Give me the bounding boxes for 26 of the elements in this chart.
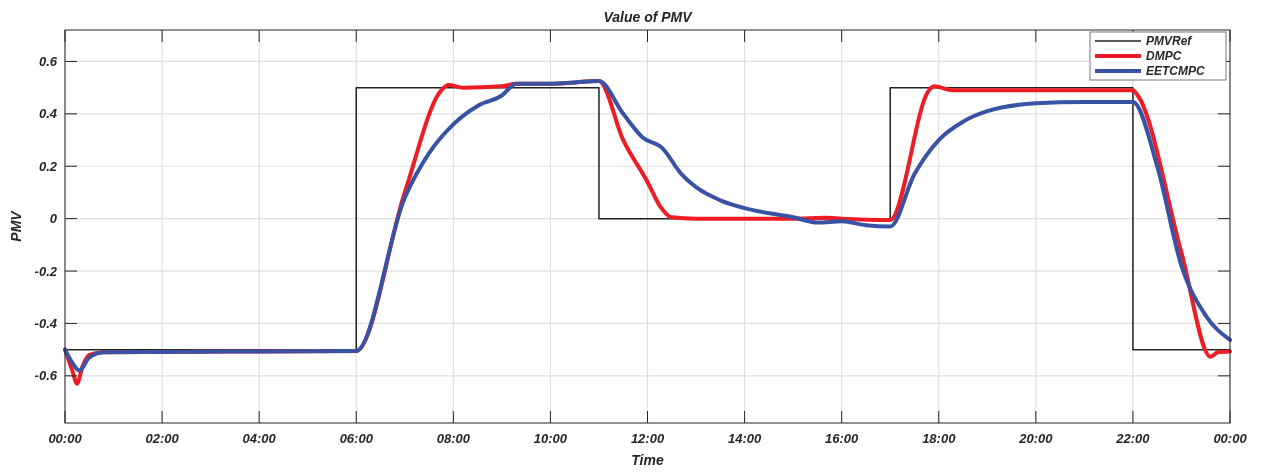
x-tick-label: 04:00	[242, 431, 277, 446]
legend-label: DMPC	[1146, 49, 1182, 64]
x-tick-label: 06:00	[339, 431, 374, 446]
x-tick-label: 12:00	[630, 431, 665, 446]
x-tick-label: 08:00	[436, 431, 471, 446]
y-tick-label: 0.4	[38, 106, 58, 122]
x-axis-title: Time	[631, 452, 664, 468]
x-tick-label: 10:00	[533, 431, 568, 446]
x-tick-label: 14:00	[727, 431, 762, 446]
x-tick-label: 00:00	[48, 431, 83, 446]
y-tick-label: 0.2	[38, 158, 58, 174]
y-tick-label: -0.6	[34, 368, 58, 384]
x-tick-label: 02:00	[145, 431, 180, 446]
x-tick-label: 00:00	[1213, 431, 1248, 446]
y-tick-label: 0.6	[38, 53, 58, 69]
x-tick-label: 16:00	[825, 431, 860, 446]
y-tick-label: -0.2	[34, 263, 58, 279]
legend-label: EETCMPC	[1146, 64, 1205, 79]
y-axis-title: PMV	[8, 209, 24, 242]
x-tick-label: 22:00	[1115, 431, 1151, 446]
chart-title: Value of PMV	[603, 9, 694, 25]
y-tick-label: 0	[49, 211, 58, 227]
legend-label: PMVRef	[1146, 34, 1193, 49]
y-tick-label: -0.4	[34, 315, 58, 331]
x-tick-label: 18:00	[922, 431, 957, 446]
x-tick-label: 20:00	[1018, 431, 1054, 446]
